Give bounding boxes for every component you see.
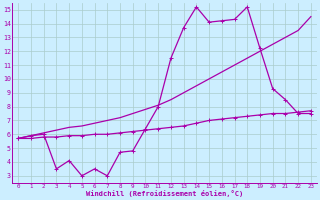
X-axis label: Windchill (Refroidissement éolien,°C): Windchill (Refroidissement éolien,°C) (86, 190, 243, 197)
